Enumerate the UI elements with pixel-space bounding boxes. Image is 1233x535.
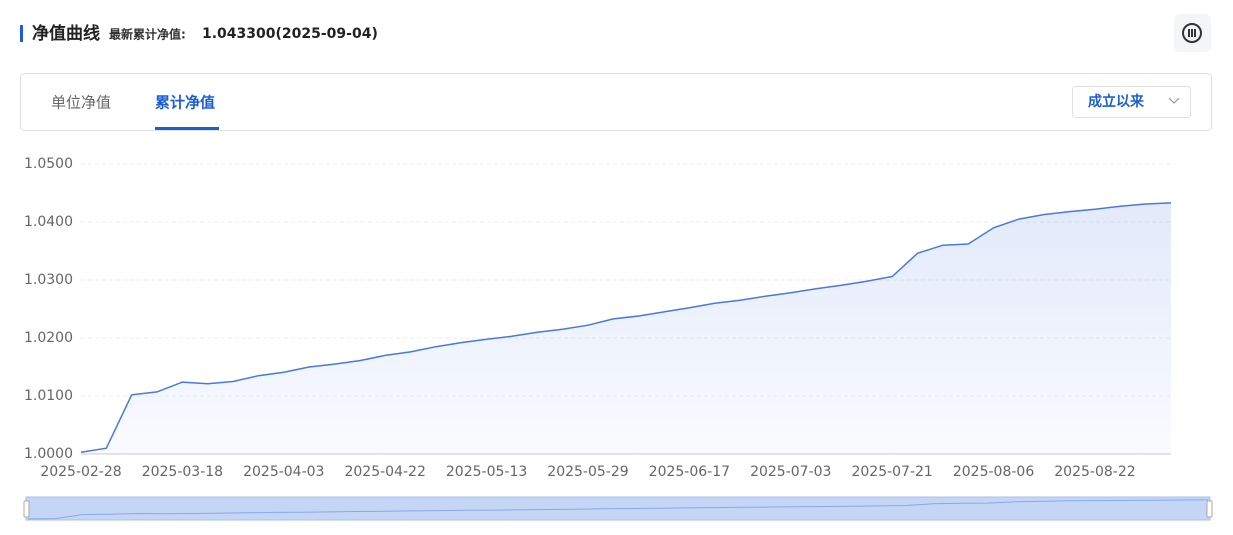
x-tick-label: 2025-06-17	[649, 464, 730, 480]
x-tick-label: 2025-02-28	[40, 464, 121, 480]
x-tick-label: 2025-08-06	[953, 464, 1034, 480]
x-tick-label: 2025-07-21	[851, 464, 932, 480]
refresh-button[interactable]	[1174, 14, 1211, 52]
title-accent	[20, 25, 23, 42]
latest-value: 1.043300(2025-09-04)	[202, 26, 378, 42]
x-tick-label: 2025-05-29	[547, 464, 628, 480]
x-tick-label: 2025-04-22	[344, 464, 425, 480]
latest-label: 最新累计净值:	[109, 27, 186, 42]
line	[80, 202, 1172, 454]
title: 净值曲线	[32, 23, 100, 44]
dropdown-label[interactable]: 成立以来	[1088, 93, 1145, 110]
x-tick-label: 2025-08-22	[1054, 464, 1135, 480]
tab-active[interactable]: 累计净值	[155, 94, 215, 112]
zoom-overview-line	[27, 499, 1209, 520]
zoom-handle[interactable]	[1206, 500, 1213, 518]
y-tick-label: 1.0500	[24, 156, 73, 172]
range-dropdown[interactable]: 成立以来	[1072, 86, 1191, 118]
tab-panel	[20, 73, 1212, 131]
y-tick-label: 1.0000	[24, 446, 73, 462]
x-tick-label: 2025-03-18	[142, 464, 223, 480]
y-tick-label: 1.0300	[24, 272, 73, 288]
tab[interactable]: 单位净值	[51, 94, 111, 112]
zoom-handle[interactable]	[23, 500, 30, 518]
y-tick-label: 1.0100	[24, 388, 73, 404]
y-tick-label: 1.0400	[24, 214, 73, 230]
area	[81, 202, 1171, 454]
y-tick-label: 1.0200	[24, 330, 73, 346]
x-tick-label: 2025-07-03	[750, 464, 831, 480]
x-tick-label: 2025-05-13	[446, 464, 527, 480]
tab-underline	[155, 127, 219, 130]
x-tick-label: 2025-04-03	[243, 464, 324, 480]
